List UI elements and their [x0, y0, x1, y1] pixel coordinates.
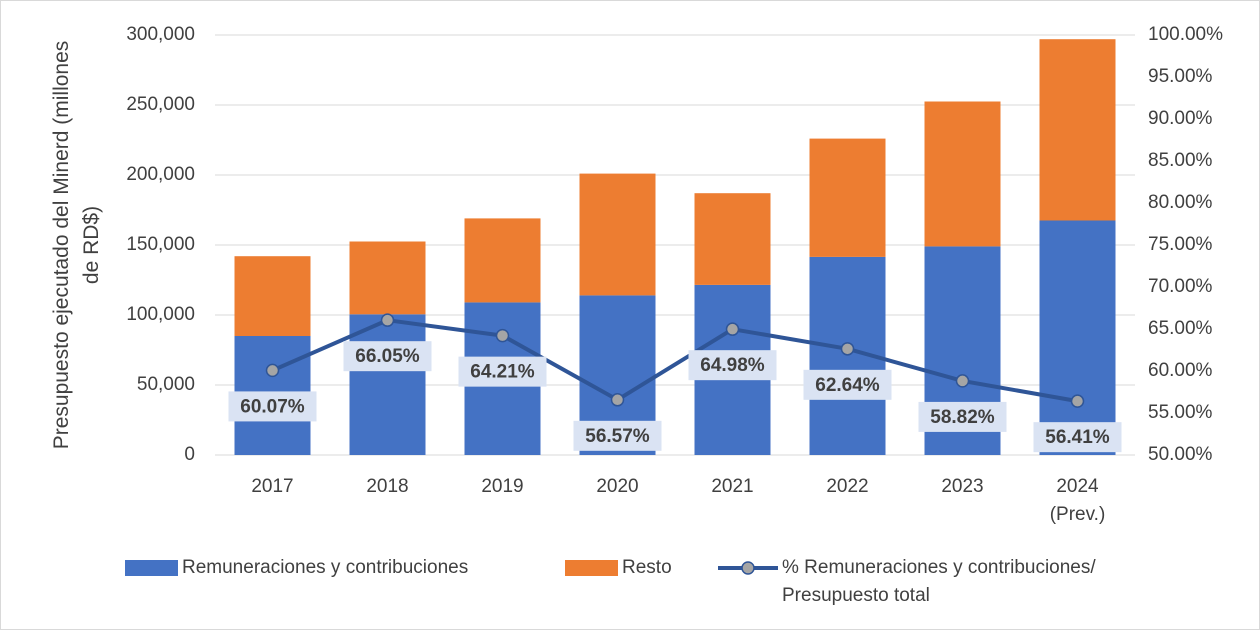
- line-marker: [1070, 394, 1085, 408]
- bar-segment: [579, 173, 656, 296]
- y2-tick-label: 50.00%: [1148, 444, 1213, 465]
- line-marker: [265, 363, 280, 378]
- y2-tick-label: 85.00%: [1148, 150, 1213, 171]
- legend-label: Resto: [622, 557, 672, 578]
- bar-segment: [234, 256, 311, 336]
- bar-segment: [694, 193, 771, 285]
- x-tick-label: 2018: [366, 476, 408, 497]
- x-tick-label: 2024 (Prev.): [1050, 476, 1106, 525]
- y2-tick-label: 60.00%: [1148, 360, 1213, 381]
- bar-segment: [464, 218, 541, 303]
- line-marker: [380, 313, 395, 327]
- bar-segment: [924, 101, 1001, 247]
- y-tick-label: 0: [184, 444, 195, 465]
- data-label: 56.41%: [1045, 427, 1110, 448]
- bar-segment: [349, 314, 426, 455]
- y-tick-label: 200,000: [126, 164, 195, 185]
- legend-label: % Remuneraciones y contribuciones/Presup…: [782, 557, 1096, 606]
- line-marker: [840, 342, 855, 356]
- line-marker: [725, 322, 740, 336]
- y2-tick-label: 70.00%: [1148, 276, 1213, 297]
- data-label-box: [343, 341, 432, 372]
- data-label: 64.21%: [470, 362, 535, 383]
- y2-tick-label: 75.00%: [1148, 234, 1213, 255]
- x-tick-label: 2022: [826, 476, 868, 497]
- legend-label: Remuneraciones y contribuciones: [182, 557, 468, 578]
- data-label-box: [573, 420, 662, 451]
- y2-tick-label: 90.00%: [1148, 108, 1213, 129]
- x-tick-label: 2019: [481, 476, 523, 497]
- data-label: 62.64%: [815, 375, 880, 396]
- line: [271, 318, 1078, 404]
- line-marker: [955, 374, 970, 388]
- x-tick-label: 2023: [941, 476, 983, 497]
- data-label-box: [918, 401, 1007, 432]
- bar-segment: [809, 138, 886, 257]
- data-label: 56.57%: [585, 426, 650, 447]
- y2-tick-label: 55.00%: [1148, 402, 1213, 423]
- x-tick-label: 2020: [596, 476, 638, 497]
- data-label-box: [688, 350, 777, 381]
- legend-marker: [741, 561, 755, 575]
- data-label-box: [228, 391, 317, 422]
- y2-tick-label: 80.00%: [1148, 192, 1213, 213]
- y2-tick-label: 100.00%: [1148, 24, 1223, 45]
- y-axis-title: Presupuesto ejecutado del Minerd (millon…: [50, 41, 103, 450]
- y-tick-label: 50,000: [137, 374, 195, 395]
- x-tick-label: 2017: [251, 476, 293, 497]
- data-label-box: [458, 356, 547, 387]
- y-tick-label: 300,000: [126, 24, 195, 45]
- y2-tick-label: 65.00%: [1148, 318, 1213, 339]
- data-label-box: [1033, 422, 1122, 453]
- line-marker: [610, 393, 625, 407]
- y2-tick-label: 95.00%: [1148, 66, 1213, 87]
- data-label: 66.05%: [355, 346, 420, 367]
- bar-segment: [349, 241, 426, 315]
- data-label: 60.07%: [240, 396, 305, 417]
- data-label: 64.98%: [700, 355, 765, 376]
- line-marker: [495, 328, 510, 343]
- y-tick-label: 100,000: [126, 304, 195, 325]
- bar-segment: [1039, 220, 1116, 455]
- y-tick-label: 250,000: [126, 94, 195, 115]
- y-tick-label: 150,000: [126, 234, 195, 255]
- x-tick-label: 2021: [711, 476, 753, 497]
- data-label-box: [803, 369, 892, 400]
- bar-segment: [1039, 39, 1116, 221]
- legend-swatch: [565, 560, 618, 576]
- legend-swatch: [125, 560, 178, 576]
- data-label: 58.82%: [930, 407, 995, 428]
